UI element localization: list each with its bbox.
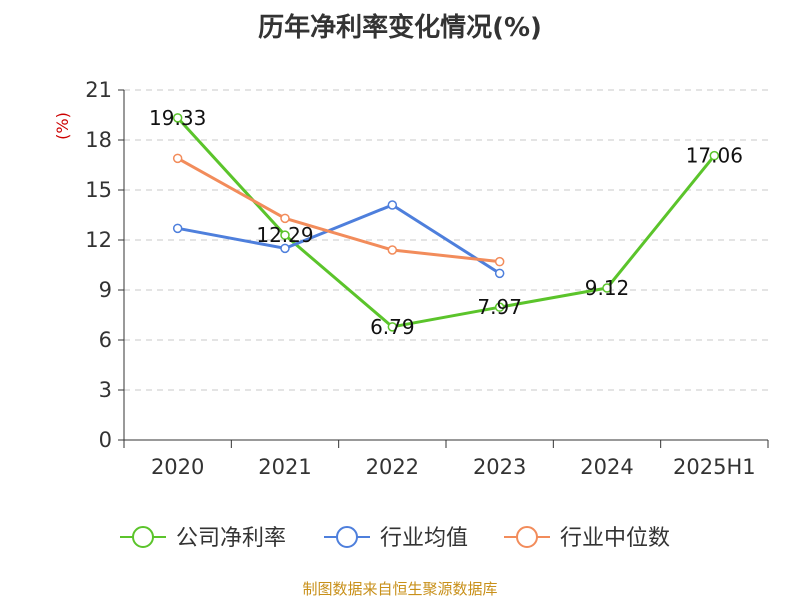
y-axis-unit-label: (%) [53,112,72,140]
y-tick-label: 15 [85,178,112,202]
chart-title: 历年净利率变化情况(%) [258,12,542,43]
y-tick-label: 18 [85,128,112,152]
legend-marker [516,526,538,548]
x-tick-label: 2021 [258,455,311,479]
data-point [172,113,183,123]
legend: 公司净利率 行业均值 行业中位数 [120,526,670,551]
x-tick-label: 2020 [151,455,204,479]
data-point [387,245,398,255]
data-point [172,223,183,234]
y-tick-label: 0 [99,428,112,452]
data-labels: 19.33 12.29 6.79 7.97 9.12 17.06 [149,106,743,339]
data-label: 17.06 [686,144,743,168]
series-line [176,116,716,329]
legend-label: 行业均值 [380,526,468,551]
data-label: 7.97 [477,295,522,319]
data-point [280,213,290,224]
y-tick-label: 3 [99,378,112,402]
data-point [494,256,505,267]
y-tick-label: 9 [99,278,112,302]
y-tick-label: 21 [85,78,112,102]
x-tick-label: 2025H1 [673,455,756,479]
data-label: 19.33 [149,106,206,130]
x-tick-label: 2023 [473,455,526,479]
data-point [494,302,505,312]
data-point [494,268,505,279]
source-note: 制图数据来自恒生聚源数据库 [302,580,497,598]
data-point [387,322,398,332]
legend-marker [132,526,154,548]
series-line [177,203,501,275]
data-label: 9.12 [585,276,630,300]
data-point [280,230,290,240]
legend-label: 公司净利率 [176,526,286,551]
data-point [602,283,612,293]
legend-label: 行业中位数 [560,526,670,551]
series-line [176,157,500,264]
legend-marker [336,526,358,548]
data-point [172,153,183,164]
series-lines [172,113,720,332]
data-label: 12.29 [256,223,313,247]
data-point [387,200,398,210]
x-tick-label: 2022 [366,455,419,479]
axes: 0 3 6 9 12 15 18 21 2020 2021 2022 2023 2024 2025H1 [85,78,769,479]
data-point [709,150,720,161]
y-tick-label: 12 [85,228,112,252]
y-tick-label: 6 [99,328,112,352]
x-tick-label: 2024 [580,455,633,479]
data-point [280,243,290,254]
data-label: 6.79 [370,315,415,339]
